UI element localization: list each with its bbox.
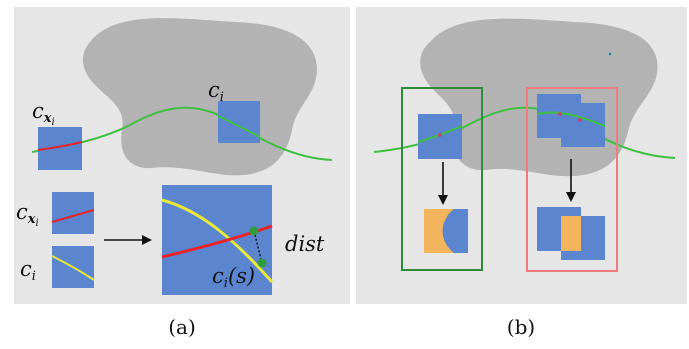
label-c-x-i-top: cxi xyxy=(32,99,55,128)
patch-overlap-b xyxy=(561,103,605,147)
point-on-yellow-curve xyxy=(257,258,267,268)
point-on-red-curve xyxy=(249,226,259,236)
small-patch-c-i-curve xyxy=(51,255,95,281)
patch-c-i xyxy=(218,101,260,143)
result-no-overlap-orange xyxy=(424,209,454,253)
panel-a: cxi ci cxi ci ci(s) dist xyxy=(14,7,350,339)
patch-c-i-curve-segment xyxy=(217,115,261,138)
small-patch-c-x-i xyxy=(52,192,94,234)
patch-overlap-center-a xyxy=(558,112,562,116)
caption-b: (b) xyxy=(507,315,535,339)
label-c-i-top: ci xyxy=(208,78,224,105)
caption-a: (a) xyxy=(168,315,196,339)
overlay-red-curve xyxy=(161,224,273,259)
overlap-box xyxy=(526,87,618,272)
label-c-i-s: ci(s) xyxy=(212,264,255,291)
patch-overlap-curve xyxy=(536,111,606,127)
patch-overlap-center-b xyxy=(578,118,582,122)
small-patch-c-x-i-curve xyxy=(51,209,95,223)
label-c-i-small: ci xyxy=(20,257,36,284)
label-dist: dist xyxy=(285,232,325,256)
overlay-yellow-curve xyxy=(161,198,274,283)
distance-line xyxy=(253,230,263,264)
small-teal-dot xyxy=(608,52,612,56)
overlay-patch xyxy=(162,185,272,295)
non-overlap-box xyxy=(401,87,483,271)
panel-b: (b) xyxy=(356,7,687,339)
result-overlap-orange xyxy=(561,216,581,251)
panel-a-trajectory-curve xyxy=(31,106,333,161)
label-c-x-i-small: cxi xyxy=(16,200,39,229)
patch-single-center xyxy=(438,133,442,137)
patch-c-x-i-curve-segment xyxy=(37,141,83,151)
